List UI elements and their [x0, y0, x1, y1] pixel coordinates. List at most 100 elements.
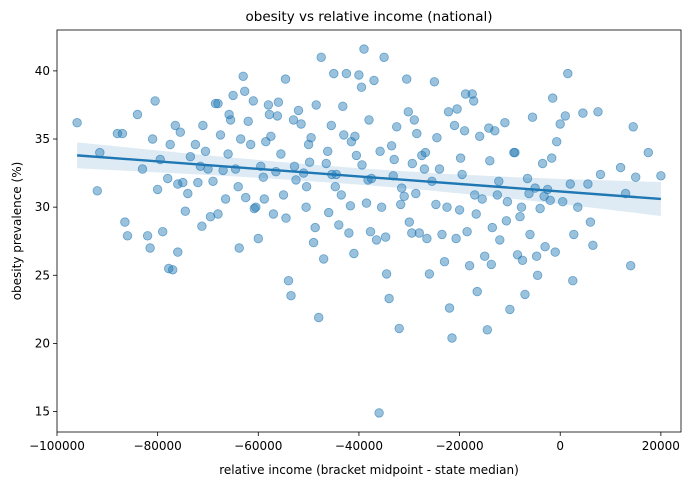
data-point	[585, 217, 596, 227]
data-point	[583, 179, 593, 189]
data-point	[334, 220, 344, 230]
data-point	[92, 186, 103, 196]
data-point	[480, 251, 490, 261]
data-point	[264, 109, 275, 120]
x-tick-label: −80000	[134, 439, 182, 453]
data-point	[272, 111, 283, 121]
data-point	[558, 196, 568, 207]
data-point	[281, 213, 291, 223]
data-point	[329, 68, 339, 79]
data-point	[407, 228, 417, 238]
y-tick-label: 20	[35, 336, 50, 350]
data-point	[145, 243, 155, 253]
data-point	[407, 158, 418, 169]
data-point	[459, 126, 470, 136]
data-point	[344, 228, 354, 238]
data-point	[248, 96, 259, 106]
plot-area	[56, 29, 682, 433]
data-point	[289, 161, 300, 172]
data-point	[588, 240, 598, 251]
data-point	[234, 243, 244, 253]
data-point	[467, 89, 477, 99]
data-point	[462, 226, 472, 237]
data-point	[442, 202, 452, 212]
data-point	[403, 107, 414, 117]
data-point	[472, 286, 482, 297]
data-point	[224, 109, 234, 120]
data-point	[422, 233, 432, 244]
data-point	[346, 136, 357, 147]
chart-title: obesity vs relative income (national)	[245, 9, 492, 25]
data-point	[516, 202, 527, 212]
data-point	[505, 304, 515, 315]
data-point	[484, 123, 494, 133]
data-point	[95, 147, 105, 158]
data-point	[266, 131, 276, 142]
data-point	[243, 116, 253, 127]
data-point	[424, 269, 435, 279]
data-point	[239, 86, 250, 97]
data-point	[365, 226, 376, 237]
data-point	[183, 188, 193, 199]
data-point	[414, 228, 425, 238]
data-point	[142, 231, 153, 241]
data-point	[152, 184, 163, 195]
data-point	[371, 235, 382, 245]
y-axis: 15 20 25 30 35 40	[35, 64, 57, 419]
data-point	[475, 131, 485, 142]
data-point	[477, 194, 487, 204]
data-point	[517, 255, 528, 265]
data-point	[470, 190, 480, 200]
data-point	[502, 196, 513, 207]
data-point	[615, 162, 626, 173]
data-point	[492, 190, 503, 200]
data-point	[359, 44, 369, 54]
data-point	[573, 202, 583, 212]
data-point	[501, 216, 512, 226]
data-point	[626, 261, 636, 271]
x-tick-label: −100000	[29, 439, 85, 453]
x-tick-label: 0	[556, 439, 564, 453]
data-point	[293, 105, 304, 116]
data-point	[384, 293, 394, 304]
data-point	[112, 128, 123, 139]
data-point	[452, 104, 462, 114]
data-point	[389, 154, 399, 165]
data-point	[175, 127, 186, 137]
y-tick-label: 25	[35, 268, 50, 282]
regression-line	[77, 154, 661, 201]
data-point	[525, 229, 535, 240]
data-point	[444, 303, 455, 313]
data-point	[449, 120, 460, 131]
data-point	[411, 188, 421, 199]
data-point	[531, 251, 542, 261]
data-point	[451, 233, 461, 244]
data-point	[251, 202, 261, 212]
data-point	[278, 190, 289, 200]
data-point	[240, 192, 251, 203]
data-point	[628, 122, 638, 132]
data-point	[291, 175, 301, 185]
x-axis-label: relative income (bracket midpoint - stat…	[219, 463, 519, 477]
data-point	[643, 147, 654, 158]
data-point	[535, 203, 545, 214]
data-point	[316, 52, 326, 63]
data-point	[522, 173, 533, 184]
data-point	[72, 117, 82, 128]
data-point	[494, 176, 504, 187]
data-point	[460, 89, 471, 99]
x-tick-label: −60000	[234, 439, 282, 453]
data-point	[532, 270, 543, 281]
x-axis: −100000 −80000 −60000 −40000 −20000 0 20000	[29, 432, 680, 453]
data-point	[308, 237, 319, 248]
data-point	[314, 312, 324, 323]
data-point	[404, 217, 415, 227]
data-point	[198, 120, 208, 131]
data-point	[547, 153, 557, 163]
data-point	[190, 139, 201, 150]
data-point	[578, 108, 588, 118]
data-point	[565, 179, 576, 189]
data-point	[509, 147, 519, 158]
data-point	[259, 194, 270, 204]
